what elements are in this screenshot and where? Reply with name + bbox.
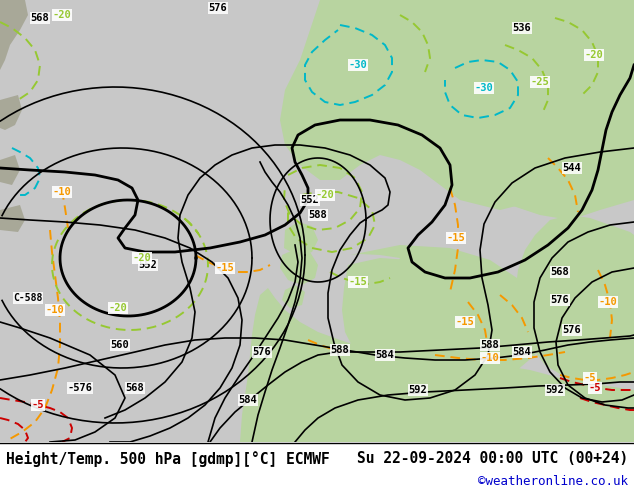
Polygon shape <box>342 258 462 375</box>
Text: -5: -5 <box>584 373 596 383</box>
Polygon shape <box>240 288 634 442</box>
Text: 584: 584 <box>238 395 257 405</box>
Text: 568: 568 <box>30 13 49 23</box>
Text: -25: -25 <box>531 77 550 87</box>
Text: Height/Temp. 500 hPa [gdmp][°C] ECMWF: Height/Temp. 500 hPa [gdmp][°C] ECMWF <box>6 451 330 467</box>
Polygon shape <box>0 205 25 232</box>
Text: -20: -20 <box>316 190 334 200</box>
Text: 592: 592 <box>409 385 427 395</box>
Text: -20: -20 <box>133 253 152 263</box>
Text: -20: -20 <box>108 303 127 313</box>
Text: -10: -10 <box>46 305 65 315</box>
Polygon shape <box>0 0 28 70</box>
Polygon shape <box>350 245 545 385</box>
Text: -10: -10 <box>53 187 72 197</box>
Text: -20: -20 <box>585 50 604 60</box>
Text: Su 22-09-2024 00:00 UTC (00+24): Su 22-09-2024 00:00 UTC (00+24) <box>357 451 628 466</box>
Text: 588: 588 <box>330 345 349 355</box>
Text: 552: 552 <box>301 195 320 205</box>
Polygon shape <box>480 100 634 385</box>
Text: -30: -30 <box>475 83 493 93</box>
Text: 584: 584 <box>513 347 531 357</box>
Polygon shape <box>580 345 634 385</box>
Text: 576: 576 <box>562 325 581 335</box>
Polygon shape <box>280 0 634 210</box>
Text: 568: 568 <box>126 383 145 393</box>
Text: -10: -10 <box>598 297 618 307</box>
Text: 560: 560 <box>110 340 129 350</box>
Text: 588: 588 <box>481 340 500 350</box>
Text: -5: -5 <box>32 400 44 410</box>
Text: 592: 592 <box>546 385 564 395</box>
Text: 576: 576 <box>209 3 228 13</box>
Polygon shape <box>0 155 20 185</box>
Polygon shape <box>0 0 634 442</box>
Polygon shape <box>280 248 318 285</box>
Polygon shape <box>438 0 634 220</box>
Text: 576: 576 <box>252 347 271 357</box>
Text: ©weatheronline.co.uk: ©weatheronline.co.uk <box>478 475 628 488</box>
Text: -10: -10 <box>481 353 500 363</box>
Text: -30: -30 <box>349 60 367 70</box>
Text: -20: -20 <box>53 10 72 20</box>
Text: 536: 536 <box>513 23 531 33</box>
Polygon shape <box>302 332 318 345</box>
Text: -15: -15 <box>456 317 474 327</box>
Polygon shape <box>0 95 22 130</box>
Polygon shape <box>282 285 305 308</box>
Text: -5: -5 <box>589 383 601 393</box>
Text: C-588: C-588 <box>13 293 42 303</box>
Text: -15: -15 <box>446 233 465 243</box>
Text: -15: -15 <box>216 263 235 273</box>
Text: 568: 568 <box>550 267 569 277</box>
Text: 544: 544 <box>562 163 581 173</box>
Polygon shape <box>284 222 318 256</box>
Text: 588: 588 <box>309 210 327 220</box>
Text: -576: -576 <box>67 383 93 393</box>
Text: 584: 584 <box>375 350 394 360</box>
Text: 552: 552 <box>139 260 157 270</box>
Text: 576: 576 <box>550 295 569 305</box>
Text: -15: -15 <box>349 277 367 287</box>
